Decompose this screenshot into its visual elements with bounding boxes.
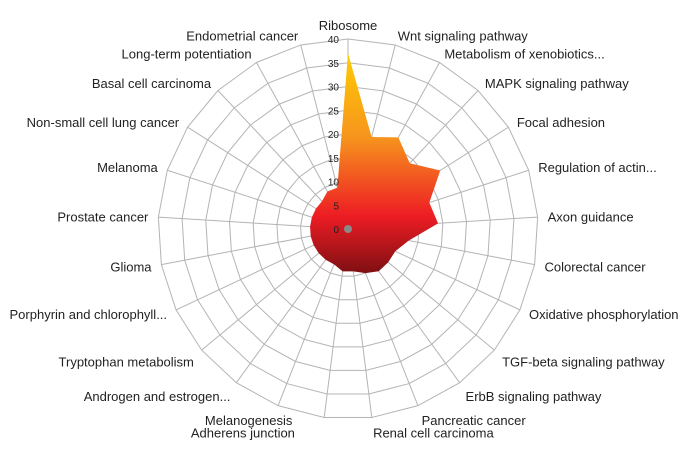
category-label: MAPK signaling pathway [485,76,629,91]
grid-ring-35 [181,62,515,395]
category-label: Wnt signaling pathway [398,28,529,43]
category-labels: Ribosome Wnt signaling pathway Metabolism … [10,18,679,440]
category-label: ErbB signaling pathway [466,389,602,404]
category-label: Melanogenesis [205,413,293,428]
category-label: Axon guidance [548,209,634,224]
category-label: Adherens junction [191,425,295,440]
category-label: Tryptophan metabolism [59,354,194,369]
category-label: Porphyrin and chlorophyll... [10,307,168,322]
category-label: Long-term potentiation [122,47,252,62]
category-label: Oxidative phosphorylation [529,307,679,322]
category-label: Renal cell carcinoma [373,425,494,440]
tick-label-5: 5 [333,201,339,212]
series-area [310,53,441,274]
radar-series [310,53,441,274]
category-label: Metabolism of xenobiotics... [444,47,604,62]
category-label: Focal adhesion [517,115,605,130]
center-marker [344,225,352,233]
category-label: Ribosome [319,18,378,33]
grid-ring-25 [228,109,468,348]
category-label: TGF-beta signaling pathway [502,354,665,369]
category-label: Endometrial cancer [186,28,299,43]
tick-label-15: 15 [328,154,340,165]
tick-label-35: 35 [328,59,340,70]
tick-label-40: 40 [328,35,340,46]
radial-tick-labels: 0 5 10 15 20 25 30 35 40 [328,35,340,236]
tick-label-25: 25 [328,106,340,117]
category-label: Regulation of actin... [538,160,657,175]
category-label: Androgen and estrogen... [84,389,231,404]
category-label: Colorectal cancer [544,259,646,274]
category-label: Prostate cancer [57,209,149,224]
category-label: Pancreatic cancer [422,413,527,428]
tick-label-0: 0 [333,225,339,236]
grid-ring-40 [157,38,539,419]
tick-label-20: 20 [328,130,340,141]
category-label: Melanoma [97,160,158,175]
tick-label-10: 10 [328,178,340,189]
grid-ring-30 [205,85,491,371]
category-label: Basal cell carcinoma [92,76,212,91]
category-label: Glioma [110,259,152,274]
tick-label-30: 30 [328,83,340,94]
category-label: Non-small cell lung cancer [27,115,180,130]
